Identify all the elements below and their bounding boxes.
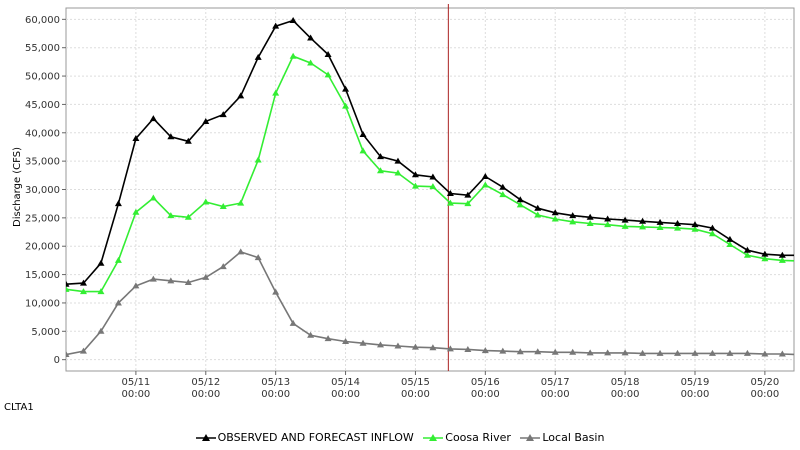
y-tick-label: 15,000 <box>25 270 60 281</box>
data-point <box>796 257 800 263</box>
y-tick-label: 30,000 <box>25 185 60 196</box>
y-tick-label: 60,000 <box>25 15 60 26</box>
data-point <box>796 252 800 258</box>
x-tick-time: 00:00 <box>331 389 360 400</box>
y-tick-label: 55,000 <box>25 43 60 54</box>
y-tick-label: 5,000 <box>31 327 60 338</box>
x-tick-date: 05/11 <box>121 377 150 388</box>
x-tick-time: 00:00 <box>401 389 430 400</box>
x-tick-time: 00:00 <box>261 389 290 400</box>
x-tick-date: 05/16 <box>471 377 500 388</box>
x-tick-date: 05/13 <box>261 377 290 388</box>
x-tick-date: 05/20 <box>750 377 779 388</box>
x-tick-time: 00:00 <box>471 389 500 400</box>
x-tick-date: 05/17 <box>541 377 570 388</box>
legend: OBSERVED AND FORECAST INFLOW Coosa River… <box>0 431 800 446</box>
legend-marker-local <box>520 433 540 443</box>
y-tick-label: 45,000 <box>25 100 60 111</box>
y-tick-label: 25,000 <box>25 213 60 224</box>
data-point <box>796 351 800 357</box>
y-tick-label: 20,000 <box>25 242 60 253</box>
x-tick-date: 05/12 <box>191 377 220 388</box>
x-tick-time: 00:00 <box>681 389 710 400</box>
x-tick-date: 05/19 <box>681 377 710 388</box>
legend-label-inflow: OBSERVED AND FORECAST INFLOW <box>218 431 414 444</box>
x-tick-time: 00:00 <box>541 389 570 400</box>
x-axis-ticks: 05/1100:0005/1200:0005/1300:0005/1400:00… <box>121 371 779 400</box>
legend-item-local: Local Basin <box>520 431 604 444</box>
y-axis-label: Discharge (CFS) <box>12 147 23 227</box>
x-tick-time: 00:00 <box>191 389 220 400</box>
x-tick-time: 00:00 <box>611 389 640 400</box>
x-tick-date: 05/18 <box>611 377 640 388</box>
legend-marker-coosa <box>423 433 443 443</box>
y-tick-label: 10,000 <box>25 298 60 309</box>
legend-label-local: Local Basin <box>542 431 604 444</box>
x-tick-time: 00:00 <box>750 389 779 400</box>
x-tick-date: 05/15 <box>401 377 430 388</box>
y-tick-label: 35,000 <box>25 157 60 168</box>
y-tick-label: 0 <box>54 355 60 366</box>
legend-marker-inflow <box>196 433 216 443</box>
x-tick-time: 00:00 <box>121 389 150 400</box>
y-tick-label: 50,000 <box>25 72 60 83</box>
y-tick-label: 40,000 <box>25 128 60 139</box>
station-id: CLTA1 <box>4 402 34 413</box>
y-axis-ticks: 0 5,000 10,000 15,000 20,000 25,000 30,000 35,0… <box>25 15 66 366</box>
legend-item-coosa: Coosa River <box>423 431 511 444</box>
legend-label-coosa: Coosa River <box>445 431 511 444</box>
x-tick-date: 05/14 <box>331 377 360 388</box>
legend-item-inflow: OBSERVED AND FORECAST INFLOW <box>196 431 414 444</box>
